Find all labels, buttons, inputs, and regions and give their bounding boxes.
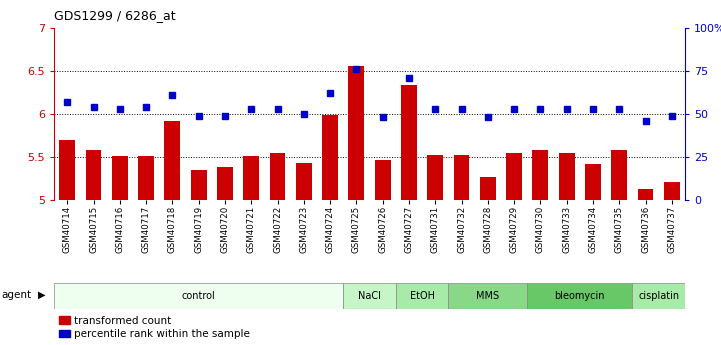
- Bar: [632, 283, 685, 309]
- Bar: [164, 121, 180, 200]
- Bar: [664, 182, 680, 200]
- Bar: [270, 152, 286, 200]
- Bar: [428, 155, 443, 200]
- Bar: [506, 152, 522, 200]
- Text: ▶: ▶: [37, 290, 45, 300]
- Text: MMS: MMS: [477, 291, 500, 301]
- Bar: [86, 150, 102, 200]
- Text: control: control: [182, 291, 216, 301]
- Bar: [112, 156, 128, 200]
- Bar: [637, 189, 653, 200]
- Bar: [59, 140, 75, 200]
- Bar: [533, 150, 548, 200]
- Bar: [54, 283, 343, 309]
- Legend: transformed count, percentile rank within the sample: transformed count, percentile rank withi…: [59, 316, 249, 339]
- Bar: [343, 283, 396, 309]
- Bar: [401, 85, 417, 200]
- Bar: [527, 283, 632, 309]
- Bar: [448, 283, 527, 309]
- Text: NaCl: NaCl: [358, 291, 381, 301]
- Bar: [243, 156, 259, 200]
- Bar: [348, 66, 364, 200]
- Bar: [138, 156, 154, 200]
- Text: EtOH: EtOH: [410, 291, 435, 301]
- Bar: [480, 177, 495, 200]
- Bar: [396, 283, 448, 309]
- Bar: [559, 152, 575, 200]
- Bar: [322, 115, 338, 200]
- Text: cisplatin: cisplatin: [638, 291, 679, 301]
- Bar: [217, 167, 233, 200]
- Bar: [375, 159, 391, 200]
- Bar: [296, 163, 311, 200]
- Text: bleomycin: bleomycin: [554, 291, 605, 301]
- Bar: [191, 170, 206, 200]
- Bar: [585, 164, 601, 200]
- Bar: [454, 155, 469, 200]
- Text: agent: agent: [1, 290, 32, 300]
- Bar: [611, 150, 627, 200]
- Text: GDS1299 / 6286_at: GDS1299 / 6286_at: [54, 9, 176, 22]
